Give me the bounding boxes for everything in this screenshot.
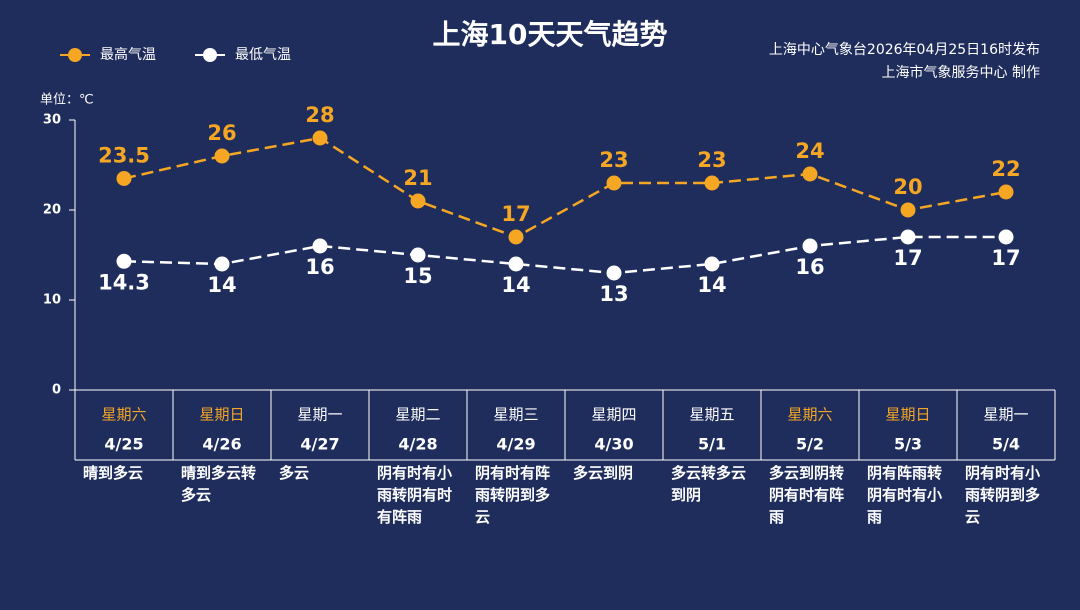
weather: 多云到阴 [573,464,634,482]
value-label: 24 [795,139,824,163]
point [312,238,328,254]
x-tick-label: 5/3 [894,435,922,454]
point [704,256,720,272]
series-line [123,136,1007,239]
value-label: 23.5 [98,144,150,168]
value-label: 16 [795,255,824,279]
legend-marker [68,48,82,62]
point [410,193,426,209]
y-tick-label: 30 [43,113,61,128]
value-label: 26 [207,121,236,145]
weekday: 星期日 [885,406,930,424]
point [900,229,916,245]
value-label: 21 [403,166,432,190]
weekday: 星期六 [101,406,146,424]
weekday: 星期一 [983,406,1028,424]
point [214,256,230,272]
weekday: 星期三 [493,406,538,424]
value-label: 17 [991,246,1020,270]
value-label: 23 [697,148,726,172]
series-line [123,235,1006,275]
value-label: 20 [893,175,922,199]
x-tick-label: 4/25 [104,435,143,454]
value-label: 14 [697,273,726,297]
point [508,256,524,272]
weekday: 星期四 [591,406,636,424]
unit-label: 单位：℃ [40,93,94,108]
weather: 阴有时有阵雨转阴到多云 [475,464,551,526]
point [508,229,524,245]
value-label: 23 [599,148,628,172]
point [802,166,818,182]
value-label: 16 [305,255,334,279]
point [312,130,328,146]
weekday: 星期五 [689,406,734,424]
legend-label: 最低气温 [235,47,291,63]
point [606,265,622,281]
y-tick-label: 0 [52,383,61,398]
value-label: 22 [991,157,1020,181]
point [998,229,1014,245]
x-tick-label: 4/27 [300,435,339,454]
y-tick-label: 10 [43,293,61,308]
y-tick-label: 20 [43,203,61,218]
weekday: 星期日 [199,406,244,424]
source: 上海中心气象台2026年04月25日16时发布 [769,42,1040,58]
weather: 阴有阵雨转阴有时有小雨 [867,464,943,526]
value-label: 14.3 [98,270,150,294]
value-label: 15 [403,264,432,288]
point [606,175,622,191]
x-tick-label: 5/1 [698,435,726,454]
weather: 多云到阴转阴有时有阵雨 [769,464,845,526]
value-label: 17 [893,246,922,270]
source: 上海市气象服务中心 制作 [882,64,1040,81]
value-label: 14 [501,273,530,297]
value-label: 17 [501,202,530,226]
weather: 多云转多云到阴 [671,464,747,504]
weather: 多云 [279,464,310,482]
point [802,238,818,254]
weekday: 星期二 [395,406,440,424]
x-tick-label: 5/4 [992,435,1020,454]
x-tick-label: 4/26 [202,435,241,454]
x-tick-label: 4/29 [496,435,535,454]
legend-marker [203,48,217,62]
point [410,247,426,263]
weather: 晴到多云转多云 [181,464,257,504]
chart-title: 上海10天天气趋势 [433,18,668,51]
x-tick-label: 5/2 [796,435,824,454]
x-tick-label: 4/30 [594,435,633,454]
point [704,175,720,191]
x-tick-label: 4/28 [398,435,437,454]
point [116,253,132,269]
value-label: 14 [207,273,236,297]
point [900,202,916,218]
weather: 晴到多云 [83,464,144,482]
point [998,184,1014,200]
legend-label: 最高气温 [100,46,156,63]
weather: 阴有时有小雨转阴有时有阵雨 [377,464,453,526]
value-label: 13 [599,282,628,306]
weekday: 星期六 [787,406,832,424]
weather: 阴有时有小雨转阴到多云 [965,464,1041,526]
point [214,148,230,164]
weekday: 星期一 [297,406,342,424]
value-label: 28 [305,103,334,127]
point [116,171,132,186]
